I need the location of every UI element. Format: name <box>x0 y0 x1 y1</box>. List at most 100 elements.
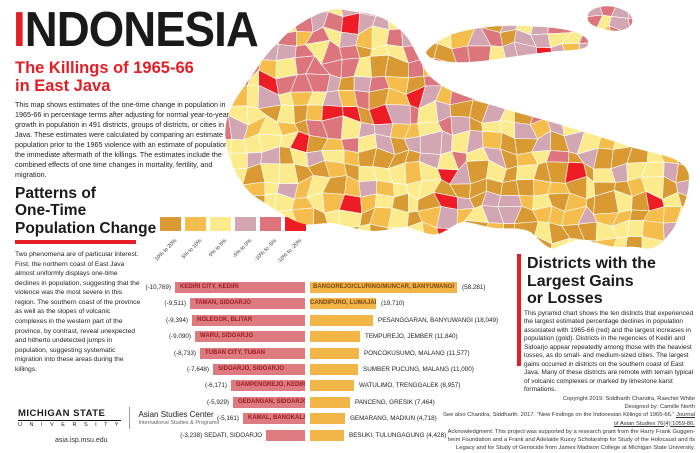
district-cell <box>481 120 503 133</box>
asian-studies-center-block: Asian Studies Center International Studi… <box>138 410 219 426</box>
district-cell <box>673 25 689 44</box>
patterns-heading-line2: One-Time <box>15 202 87 220</box>
district-cell <box>470 253 487 272</box>
district-cell <box>688 219 689 240</box>
district-cell <box>243 29 263 43</box>
district-cell <box>630 55 651 80</box>
district-cell <box>386 10 407 30</box>
loss-district-label: TUBAN CITY, TUBAN <box>205 349 265 356</box>
district-cell <box>328 252 346 272</box>
district-cell <box>456 219 471 246</box>
gain-value-label: (58,281) <box>462 284 486 291</box>
district-cell <box>610 55 633 79</box>
district-cell <box>244 6 266 17</box>
district-cell <box>291 207 315 228</box>
center-subtitle: International Studies & Programs <box>138 420 220 426</box>
pyramid-row: SIDOARJO, SIDOARJO (-7,648) SUMBER PUCUNG,… <box>0 364 700 376</box>
district-cell <box>225 13 231 35</box>
district-cell <box>214 265 232 272</box>
loss-value-label: (-9,511) <box>164 300 186 308</box>
district-cell <box>231 195 247 214</box>
legend-swatch <box>210 217 231 231</box>
district-cell <box>578 6 604 18</box>
district-cell <box>597 120 618 133</box>
district-cell <box>225 177 232 200</box>
subtitle-line2: in East Java <box>15 77 111 96</box>
district-cell <box>594 71 618 92</box>
district-cell <box>404 161 423 185</box>
district-cell <box>242 194 266 210</box>
district-cell <box>305 104 324 122</box>
district-cell <box>420 6 441 21</box>
loss-bar: TAMAN, SIDOARJO <box>190 298 305 310</box>
district-cell <box>225 28 233 48</box>
gain-value-label: WATULIMO, TRENGGALEK (8,957) <box>359 382 461 390</box>
loss-bar: SIDOARJO, SIDOARJO <box>213 364 305 375</box>
district-cell <box>531 6 554 12</box>
website-link[interactable]: asia.isp.msu.edu <box>55 437 108 444</box>
district-cell <box>338 225 361 241</box>
district-cell <box>225 225 236 246</box>
district-cell <box>386 6 407 13</box>
district-cell <box>487 73 504 94</box>
district-cell <box>562 61 583 76</box>
district-cell <box>549 6 571 20</box>
district-cell <box>423 11 441 32</box>
district-cell <box>324 209 340 229</box>
credit-line: Legacy and for Study of Genocide from Ja… <box>456 445 695 452</box>
district-cell <box>276 30 297 47</box>
pyramid-row: WARU, SIDOARJO (-9,090) TEMPUREJO, JEMBER … <box>0 331 700 343</box>
district-cell <box>227 41 245 59</box>
district-cell <box>577 74 599 92</box>
district-cell <box>497 250 519 272</box>
district-cell <box>225 213 235 230</box>
district-cell <box>232 240 250 249</box>
gain-bar <box>310 347 359 359</box>
gain-value-label: SUMBER PUCUNG, MALANG (11,000) <box>363 366 474 373</box>
district-cell <box>467 45 492 65</box>
loss-value-label: (-5,161) <box>216 415 239 423</box>
district-cell <box>449 13 476 29</box>
patterns-heading-rule <box>15 240 136 244</box>
district-cell <box>680 11 689 33</box>
gain-district-label: BANGOREJO/CLURING/MUNCAR, BANYUWANGI <box>313 284 454 290</box>
district-cell <box>578 29 604 44</box>
district-cell <box>423 75 443 87</box>
district-cell <box>596 102 617 123</box>
district-cell <box>306 256 330 272</box>
district-cell <box>582 89 598 111</box>
district-cell <box>690 41 700 63</box>
district-cell <box>663 222 677 243</box>
district-cell <box>472 70 490 95</box>
district-cell <box>696 117 700 139</box>
district-cell <box>630 27 645 46</box>
district-cell <box>563 6 583 20</box>
loss-value-label: (-10,769) <box>145 284 171 291</box>
district-cell <box>230 268 250 272</box>
district-cell <box>614 102 633 126</box>
district-cell <box>246 69 260 86</box>
district-cell <box>291 265 312 272</box>
district-cell <box>292 12 314 33</box>
district-cell <box>646 130 665 152</box>
pyramid-row: KAMAL, BANGKALAN (-5,161) GEMARANG, MADIUN… <box>0 413 700 425</box>
district-cell <box>258 253 282 272</box>
gain-bar: CANDIPURO, LUMAJANG <box>310 298 376 310</box>
district-cell <box>225 197 235 215</box>
district-cell <box>688 196 689 209</box>
district-cell <box>642 118 665 138</box>
district-cell <box>436 227 458 240</box>
district-cell <box>532 84 552 107</box>
district-cell <box>225 42 233 63</box>
district-cell <box>547 11 572 35</box>
district-cell <box>661 6 683 19</box>
loss-district-label: TAMAN, SIDOARJO <box>195 300 251 307</box>
district-cell <box>672 73 689 96</box>
district-cell <box>230 250 247 272</box>
district-cell <box>513 235 535 249</box>
district-cell <box>676 257 692 272</box>
gain-value-label: PESANGGARAN, BANYUWANGI (18,049) <box>378 316 499 324</box>
district-cell <box>594 86 617 111</box>
district-cell <box>659 84 677 108</box>
patterns-heading-line3: Population Change <box>15 219 157 237</box>
